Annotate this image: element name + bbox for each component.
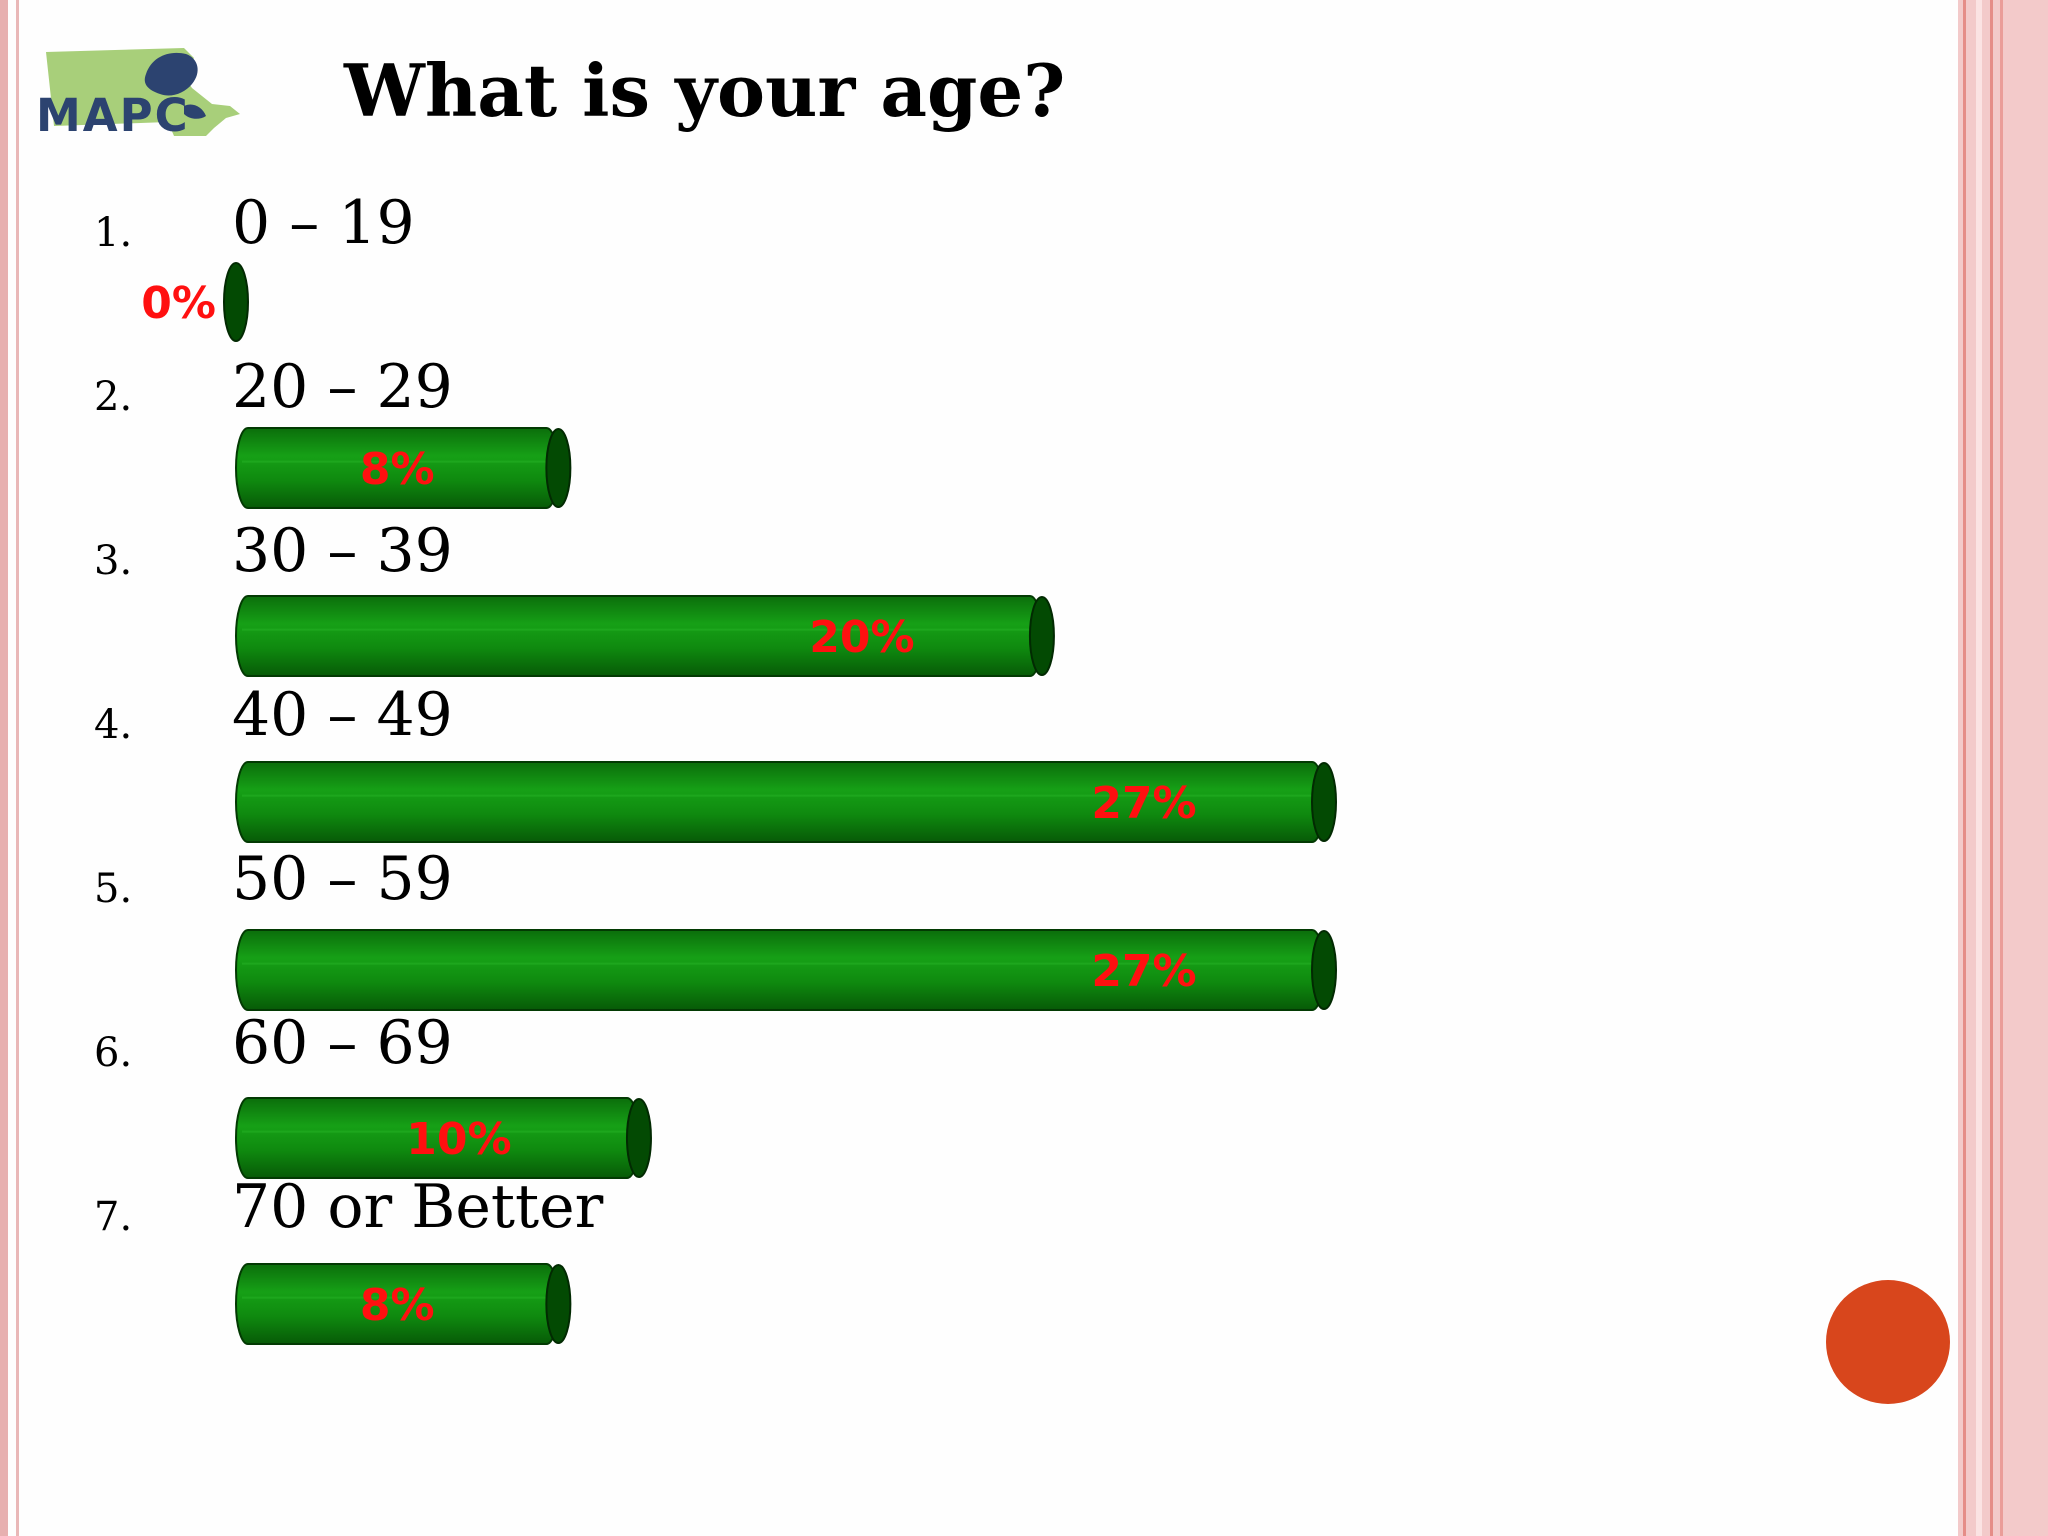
option-number: 2. — [94, 374, 133, 420]
age-bar — [235, 1263, 572, 1345]
slide-frame-stripe — [1963, 0, 1966, 1536]
slide-frame-stripe — [2000, 0, 2003, 1536]
option-label: 30 – 39 — [232, 516, 453, 586]
bar-end-cap — [1028, 596, 1055, 676]
slide-frame-left — [0, 0, 8, 1536]
slide-frame-left-line — [16, 0, 19, 1536]
percent-label: 0% — [141, 278, 216, 329]
percent-label: 8% — [360, 444, 435, 495]
slide-frame-stripe — [1976, 0, 1982, 1536]
accent-dot — [1826, 1280, 1950, 1404]
age-bar — [235, 929, 1337, 1011]
option-label: 60 – 69 — [232, 1008, 453, 1078]
bar-end-cap — [545, 1264, 572, 1344]
percent-label: 27% — [1091, 778, 1196, 829]
slide-frame-stripe — [1990, 0, 1993, 1536]
mapc-logo-map-icon — [46, 48, 240, 136]
slide-frame-right — [1958, 0, 2048, 1536]
age-bar — [235, 427, 572, 509]
bar-end-cap — [625, 1098, 652, 1178]
option-number: 4. — [94, 702, 133, 748]
bar-end-cap — [1311, 762, 1337, 842]
option-label: 40 – 49 — [232, 680, 453, 750]
age-bar — [223, 262, 249, 342]
percent-label: 10% — [406, 1114, 511, 1165]
option-number: 6. — [94, 1030, 133, 1076]
mapc-logo-text: MAPC — [36, 89, 190, 142]
slide-title: What is your age? — [344, 48, 1066, 133]
option-number: 7. — [94, 1194, 133, 1240]
bar-end-cap — [1311, 930, 1337, 1010]
percent-label: 8% — [360, 1280, 435, 1331]
option-number: 3. — [94, 538, 133, 584]
age-bar — [235, 761, 1337, 843]
age-bar — [235, 1097, 652, 1179]
age-bar — [235, 595, 1055, 677]
bar-end-cap — [223, 262, 249, 342]
option-label: 0 – 19 — [232, 188, 415, 258]
bar-body — [235, 595, 1043, 677]
percent-label: 27% — [1091, 946, 1196, 997]
option-label: 50 – 59 — [232, 844, 453, 914]
bar-end-cap — [545, 428, 572, 508]
option-label: 70 or Better — [232, 1172, 604, 1242]
option-label: 20 – 29 — [232, 352, 453, 422]
option-number: 5. — [94, 866, 133, 912]
option-number: 1. — [94, 210, 133, 256]
percent-label: 20% — [809, 612, 914, 663]
